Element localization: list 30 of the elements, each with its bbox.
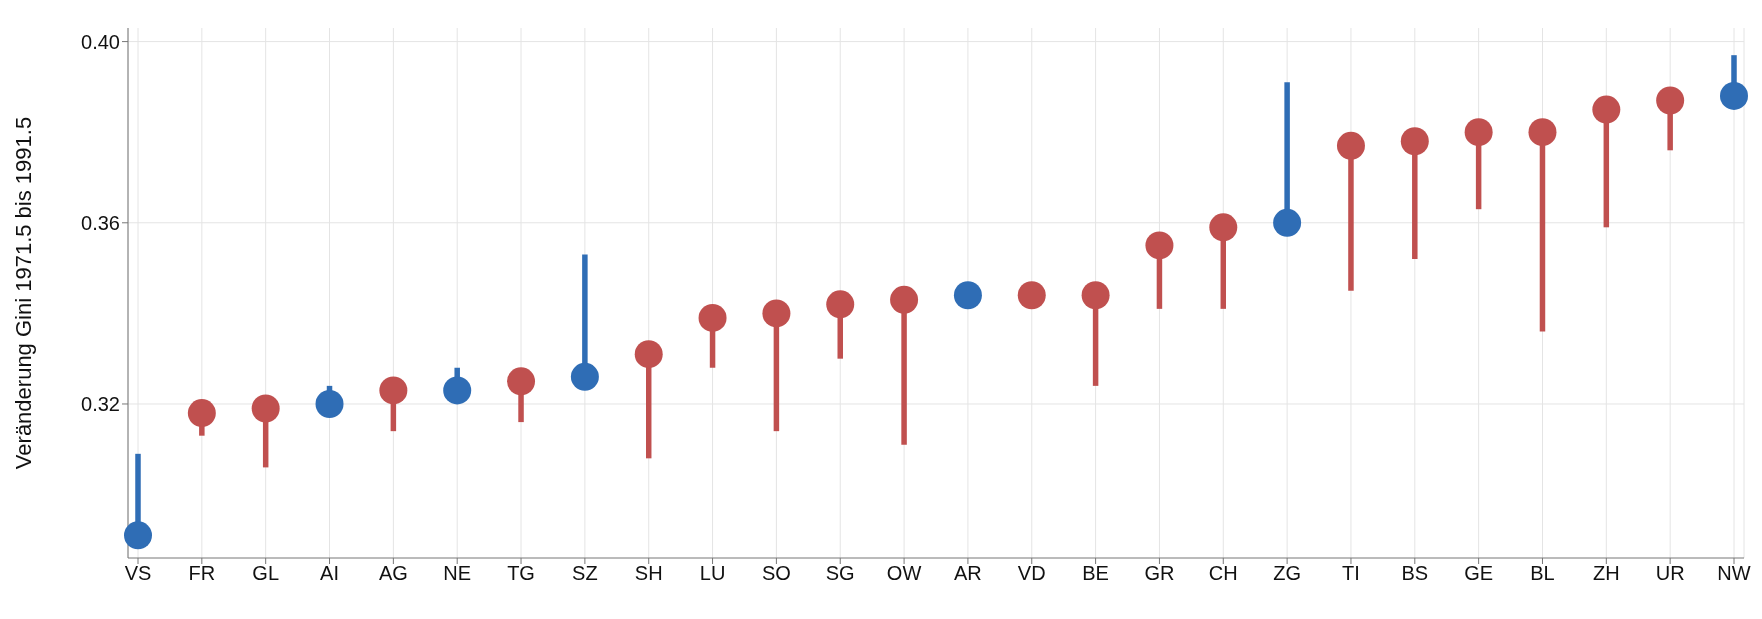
y-tick-label: 0.40 [81, 30, 120, 53]
x-tick-label: LU [699, 562, 726, 585]
x-tick-label: VD [1017, 562, 1046, 585]
x-tick-label: NW [1717, 562, 1751, 585]
x-tick-label: GE [1464, 562, 1494, 585]
x-tick-label: VS [124, 562, 152, 585]
x-tick-label: AI [320, 562, 339, 585]
x-tick-label: BL [1530, 562, 1555, 585]
y-tick-label: 0.36 [81, 211, 120, 234]
x-tick-label: SG [825, 562, 855, 585]
x-tick-label: AG [378, 562, 408, 585]
y-tick-label: 0.32 [81, 393, 120, 416]
x-tick-label: GL [252, 562, 280, 585]
x-tick-label: BE [1082, 562, 1109, 585]
x-tick-label: TI [1342, 562, 1360, 585]
x-tick-label: BS [1401, 562, 1429, 585]
x-tick-label: ZG [1273, 562, 1302, 585]
x-tick-label: SZ [572, 562, 598, 585]
x-tick-label: OW [886, 562, 922, 585]
x-tick-label: UR [1655, 562, 1685, 585]
x-tick-label: SO [761, 562, 791, 585]
x-tick-label: AR [954, 562, 982, 585]
x-tick-label: SH [634, 562, 663, 585]
x-tick-label: TG [507, 562, 535, 585]
x-tick-label: NE [443, 562, 472, 585]
x-tick-label: ZH [1592, 562, 1620, 585]
x-tick-label: GR [1144, 562, 1175, 585]
y-axis-title: Veränderung Gini 1971.5 bis 1991.5 [10, 116, 36, 470]
x-tick-label: CH [1208, 562, 1238, 585]
x-tick-label: FR [188, 562, 216, 585]
